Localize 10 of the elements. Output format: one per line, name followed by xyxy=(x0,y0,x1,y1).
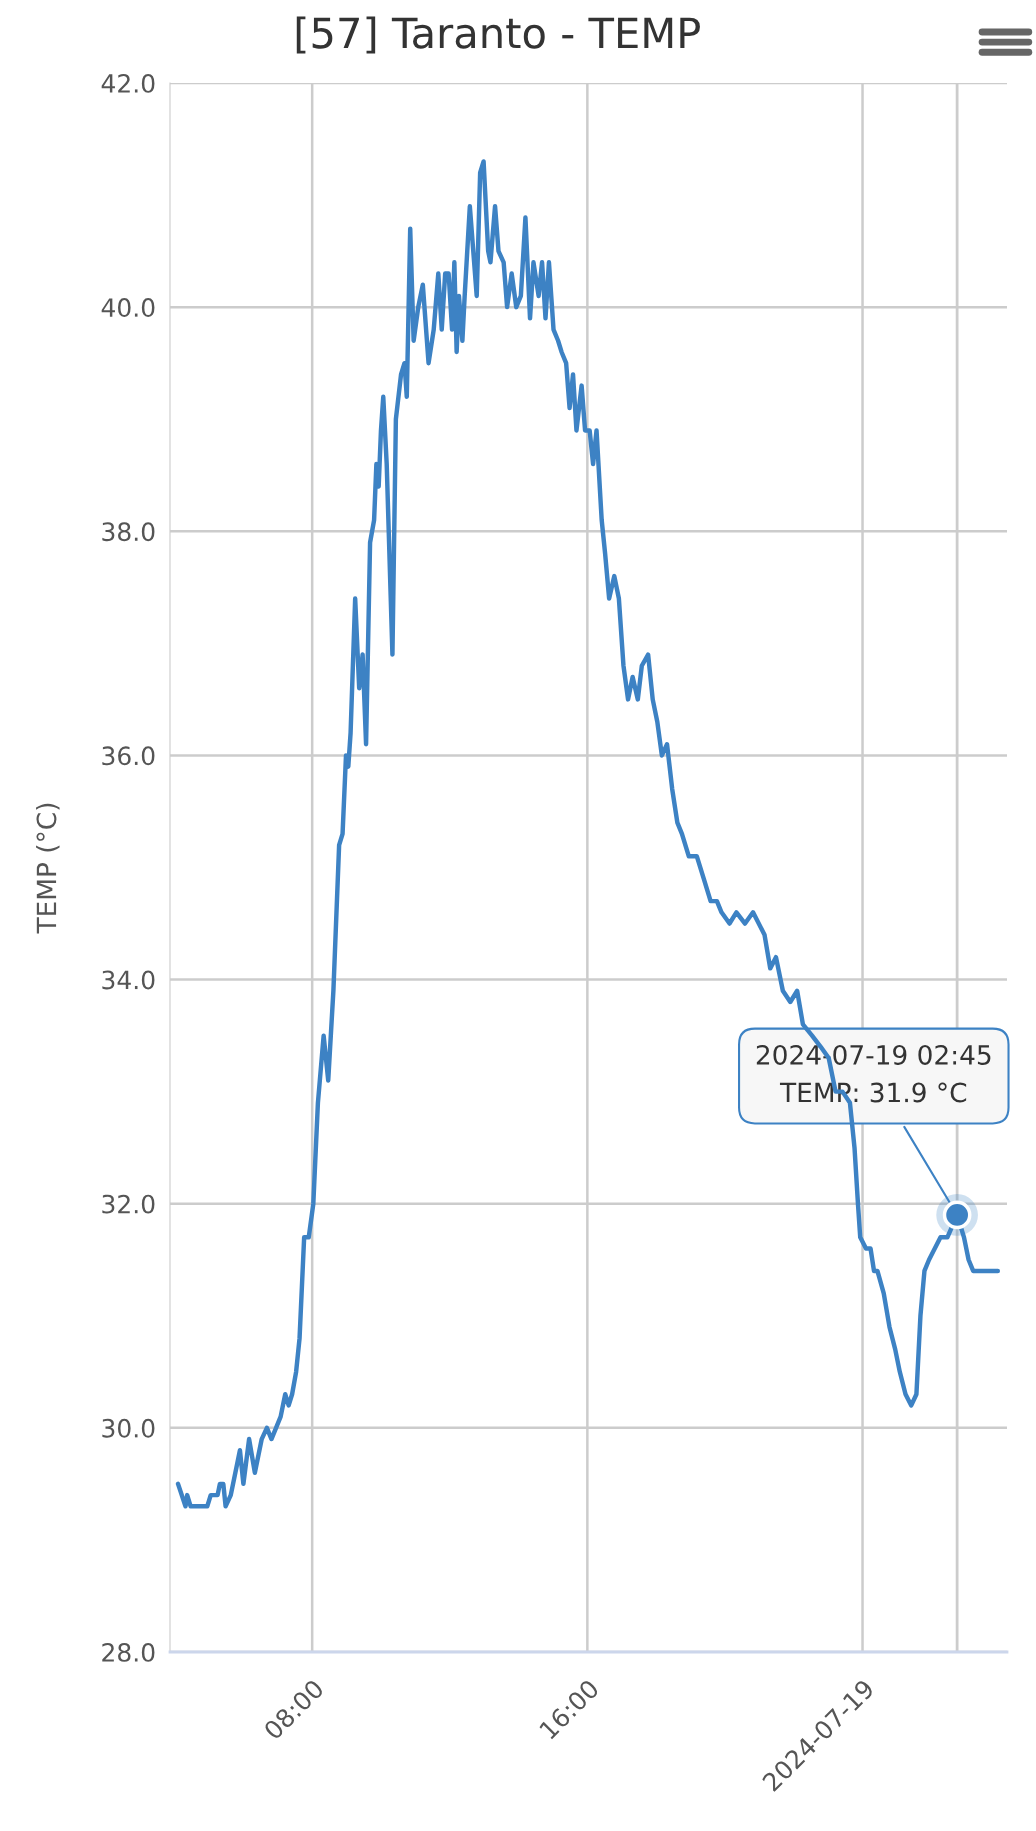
y-tick-label: 38.0 xyxy=(102,522,155,542)
y-axis-title: TEMP (°C) xyxy=(36,803,60,934)
y-tick-label: 30.0 xyxy=(102,1418,155,1438)
y-tick-label: 32.0 xyxy=(102,1194,155,1214)
y-tick-label: 36.0 xyxy=(102,746,155,766)
y-tick-label: 34.0 xyxy=(102,970,155,990)
y-tick-label: 28.0 xyxy=(102,1642,155,1662)
chart-title: [57] Taranto - TEMP xyxy=(296,16,700,54)
y-tick-label: 40.0 xyxy=(101,298,155,317)
y-tick-label: 42.0 xyxy=(101,73,155,93)
